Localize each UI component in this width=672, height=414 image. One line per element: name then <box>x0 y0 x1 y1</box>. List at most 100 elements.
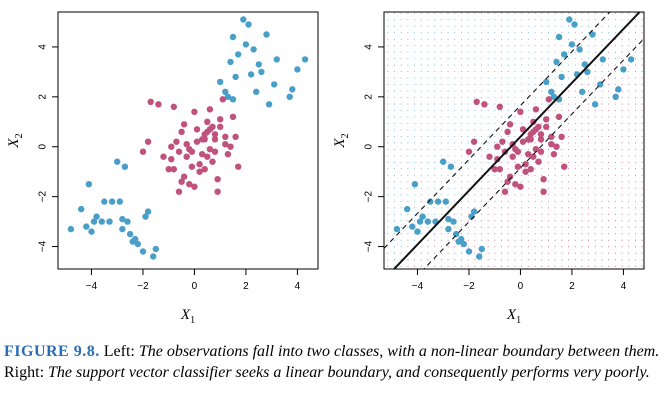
data-point-magenta <box>545 96 552 103</box>
data-point-magenta <box>496 166 503 173</box>
right-y-axis-label: X2 <box>332 133 351 148</box>
data-point-blue <box>627 56 635 63</box>
data-point-blue <box>255 61 262 68</box>
data-point-magenta <box>175 148 183 155</box>
background-grid <box>387 12 643 267</box>
margin-line-lower <box>423 38 644 269</box>
data-point-magenta <box>229 113 237 121</box>
data-point-blue <box>555 33 563 41</box>
data-point-blue <box>232 73 239 81</box>
right-plot-frame <box>383 11 645 270</box>
right-y-tick-label: −4 <box>364 240 375 252</box>
data-point-magenta <box>522 161 529 168</box>
data-point-magenta <box>540 188 547 195</box>
right-x-axis-label: X1 <box>506 307 521 326</box>
data-point-magenta <box>525 136 532 143</box>
data-point-blue <box>253 88 260 96</box>
figure-caption: FIGURE 9.8. Left: The observations fall … <box>4 341 668 383</box>
data-point-magenta <box>222 141 229 148</box>
data-point-blue <box>258 68 265 76</box>
data-point-blue <box>409 223 416 230</box>
data-point-magenta <box>532 106 540 113</box>
data-point-blue <box>152 245 159 253</box>
data-point-magenta <box>196 161 203 168</box>
data-point-blue <box>101 198 108 205</box>
data-point-blue <box>589 31 596 38</box>
data-point-magenta <box>553 143 560 150</box>
data-point-magenta <box>235 163 242 170</box>
data-point-magenta <box>214 188 221 195</box>
data-point-magenta <box>519 126 527 133</box>
left-series-blue <box>67 16 309 260</box>
data-point-blue <box>229 96 237 103</box>
data-point-blue <box>222 88 229 96</box>
right-series-blue <box>393 16 635 260</box>
data-point-magenta <box>178 178 185 185</box>
data-point-blue <box>250 46 257 53</box>
data-point-magenta <box>519 138 527 145</box>
data-point-blue <box>245 21 252 28</box>
data-point-blue <box>119 215 126 223</box>
right-y-tick-label: 0 <box>364 144 375 150</box>
data-point-blue <box>445 225 452 233</box>
data-point-blue <box>289 86 296 93</box>
data-point-magenta <box>494 143 501 150</box>
right-y-tick-label: −2 <box>364 191 375 203</box>
left-series-magenta <box>139 96 242 195</box>
data-point-blue <box>98 218 106 225</box>
data-point-blue <box>476 253 483 260</box>
data-point-blue <box>240 16 247 23</box>
data-point-blue <box>247 71 255 78</box>
left-x-tick-label: −2 <box>137 281 149 292</box>
data-point-blue <box>271 81 278 88</box>
left-x-tick-label: 4 <box>295 281 301 292</box>
data-point-magenta <box>506 173 514 180</box>
data-point-blue <box>126 230 134 238</box>
data-point-magenta <box>217 123 224 130</box>
data-point-blue <box>265 101 273 108</box>
data-point-magenta <box>209 158 216 165</box>
data-point-blue <box>571 21 578 28</box>
left-x-axis-label: X1 <box>180 307 195 326</box>
data-point-blue <box>67 225 75 233</box>
figure: −4 −2 0 2 4 −4 −2 0 2 4 X1 X2 −4 −2 0 2 4 −4 −2 0 2 4 X1 X2 <box>6 11 645 326</box>
data-point-magenta <box>465 148 473 155</box>
data-point-blue <box>550 93 558 101</box>
data-point-magenta <box>204 128 211 135</box>
data-point-blue <box>579 88 586 96</box>
data-point-magenta <box>496 103 503 111</box>
data-point-magenta <box>219 96 226 103</box>
data-point-blue <box>599 56 606 63</box>
data-point-magenta <box>191 183 198 190</box>
data-point-magenta <box>499 138 506 145</box>
data-point-blue <box>273 56 280 63</box>
data-point-blue <box>116 198 124 205</box>
data-point-blue <box>458 235 465 243</box>
data-point-blue <box>543 78 550 86</box>
data-point-magenta <box>168 143 175 150</box>
data-point-magenta <box>512 181 519 188</box>
data-point-magenta <box>514 148 522 155</box>
data-point-blue <box>301 56 309 63</box>
data-point-blue <box>584 68 591 76</box>
data-point-blue <box>83 223 90 230</box>
data-point-magenta <box>509 153 516 160</box>
data-point-blue <box>445 215 452 223</box>
data-point-blue <box>558 73 565 81</box>
right-x-tick-label: 0 <box>518 281 524 292</box>
data-point-blue <box>424 218 431 225</box>
data-point-magenta <box>139 148 147 155</box>
data-point-blue <box>460 240 467 248</box>
caption-left-label: Left: <box>99 343 139 360</box>
data-point-magenta <box>227 143 234 150</box>
data-point-magenta <box>199 136 206 143</box>
data-point-magenta <box>232 133 239 140</box>
data-point-magenta <box>201 166 208 173</box>
data-point-blue <box>235 51 242 58</box>
data-point-magenta <box>188 163 196 170</box>
left-y-axis-label: X2 <box>6 133 25 148</box>
data-point-magenta <box>543 123 550 130</box>
data-point-blue <box>93 213 100 220</box>
data-point-magenta <box>504 128 511 135</box>
data-point-blue <box>442 198 449 205</box>
